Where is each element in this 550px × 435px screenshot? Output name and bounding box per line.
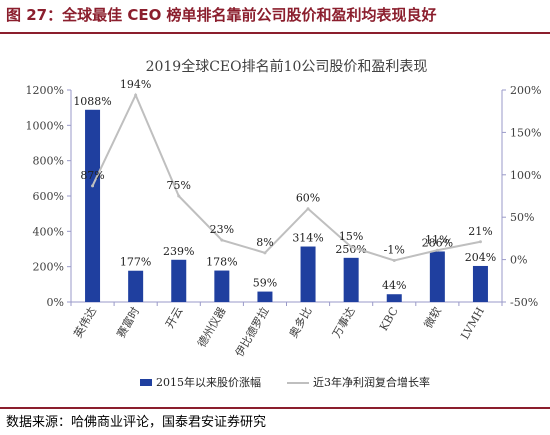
x-category-label: 德州仪器 (194, 305, 228, 350)
source-rule (0, 407, 550, 409)
x-category-label: LVMH (458, 305, 487, 342)
y-left-tick-label: 400% (33, 225, 64, 238)
bar-value-label: 59% (253, 277, 277, 290)
line-point (349, 245, 353, 249)
bar-value-label: 177% (120, 256, 151, 269)
bar (386, 294, 402, 302)
line-value-label: -1% (384, 243, 405, 256)
line-value-label: 11% (425, 233, 449, 246)
bar (128, 270, 144, 302)
bar (214, 270, 230, 302)
legend-label-bar: 2015年以来股价涨幅 (156, 375, 261, 389)
bar (85, 109, 101, 302)
x-category-label: 万事达 (330, 305, 358, 340)
bar-value-label: 314% (292, 232, 323, 245)
x-category-label: 英伟达 (71, 305, 100, 341)
line-point (91, 184, 95, 188)
y-right-tick-label: 200% (510, 84, 541, 97)
y-right-tick-label: -50% (510, 296, 538, 309)
x-category-label: 微软 (421, 305, 444, 331)
y-right-tick-label: 150% (510, 126, 541, 139)
x-category-label: KBC (377, 305, 401, 333)
bar-value-label: 1088% (73, 95, 111, 108)
x-category-label: 伊比德罗拉 (232, 305, 272, 360)
line-value-label: 21% (468, 225, 492, 238)
line-value-label: 23% (210, 223, 234, 236)
line-point (177, 194, 181, 198)
bar (429, 251, 445, 302)
bar (343, 257, 359, 302)
y-left-tick-label: 600% (33, 190, 64, 203)
x-category-label: 开云 (163, 305, 185, 331)
source-note: 数据来源：哈佛商业评论，国泰君安证券研究 (6, 415, 267, 430)
y-left-tick-label: 1200% (26, 84, 64, 97)
bar-value-label: 178% (206, 256, 237, 269)
bar-value-label: 239% (163, 245, 194, 258)
legend-label-line: 近3年净利润复合增长率 (313, 375, 430, 389)
line-value-label: 87% (80, 169, 104, 182)
line-value-label: 75% (167, 179, 191, 192)
y-left-tick-label: 0% (47, 296, 64, 309)
x-category-label: 赛富时 (114, 305, 143, 341)
bar-value-label: 286% (422, 236, 453, 249)
y-right-tick-label: 0% (510, 254, 527, 267)
bar-value-label: 44% (382, 279, 406, 292)
line-point (134, 93, 138, 97)
chart: 2019全球CEO排名前10公司股价和盈利表现 0% 200% 400% 600% 800… (26, 58, 542, 389)
bar (472, 265, 488, 302)
y-right-tick-label: 50% (510, 211, 534, 224)
y-left-tick-label: 800% (33, 155, 64, 168)
line-point (306, 207, 310, 211)
legend-swatch-bar (140, 379, 152, 386)
bar (300, 246, 316, 302)
x-category-label: 奥多比 (286, 305, 315, 341)
line-point (220, 238, 224, 242)
y-left-tick-label: 200% (33, 261, 64, 274)
chart-title: 2019全球CEO排名前10公司股价和盈利表现 (146, 58, 428, 75)
line-value-label: 8% (256, 236, 273, 249)
line-point (435, 248, 439, 252)
bar (171, 259, 187, 302)
bar-value-label: 204% (465, 251, 496, 264)
line-series (91, 92, 481, 262)
title-rule (0, 32, 550, 34)
bar-value-label: 250% (335, 243, 366, 256)
figure-title: 图 27：全球最佳 CEO 榜单排名靠前公司股价和盈利均表现良好 (6, 6, 437, 24)
y-left-tick-label: 1000% (26, 119, 64, 132)
line-point (478, 240, 482, 244)
line-point (392, 258, 396, 262)
line-value-label: 60% (296, 192, 320, 205)
bar (257, 291, 273, 302)
y-right-tick-label: 100% (510, 169, 541, 182)
line-value-label: 15% (339, 230, 363, 243)
line-value-label: 194% (120, 78, 151, 91)
line-point (263, 251, 267, 255)
